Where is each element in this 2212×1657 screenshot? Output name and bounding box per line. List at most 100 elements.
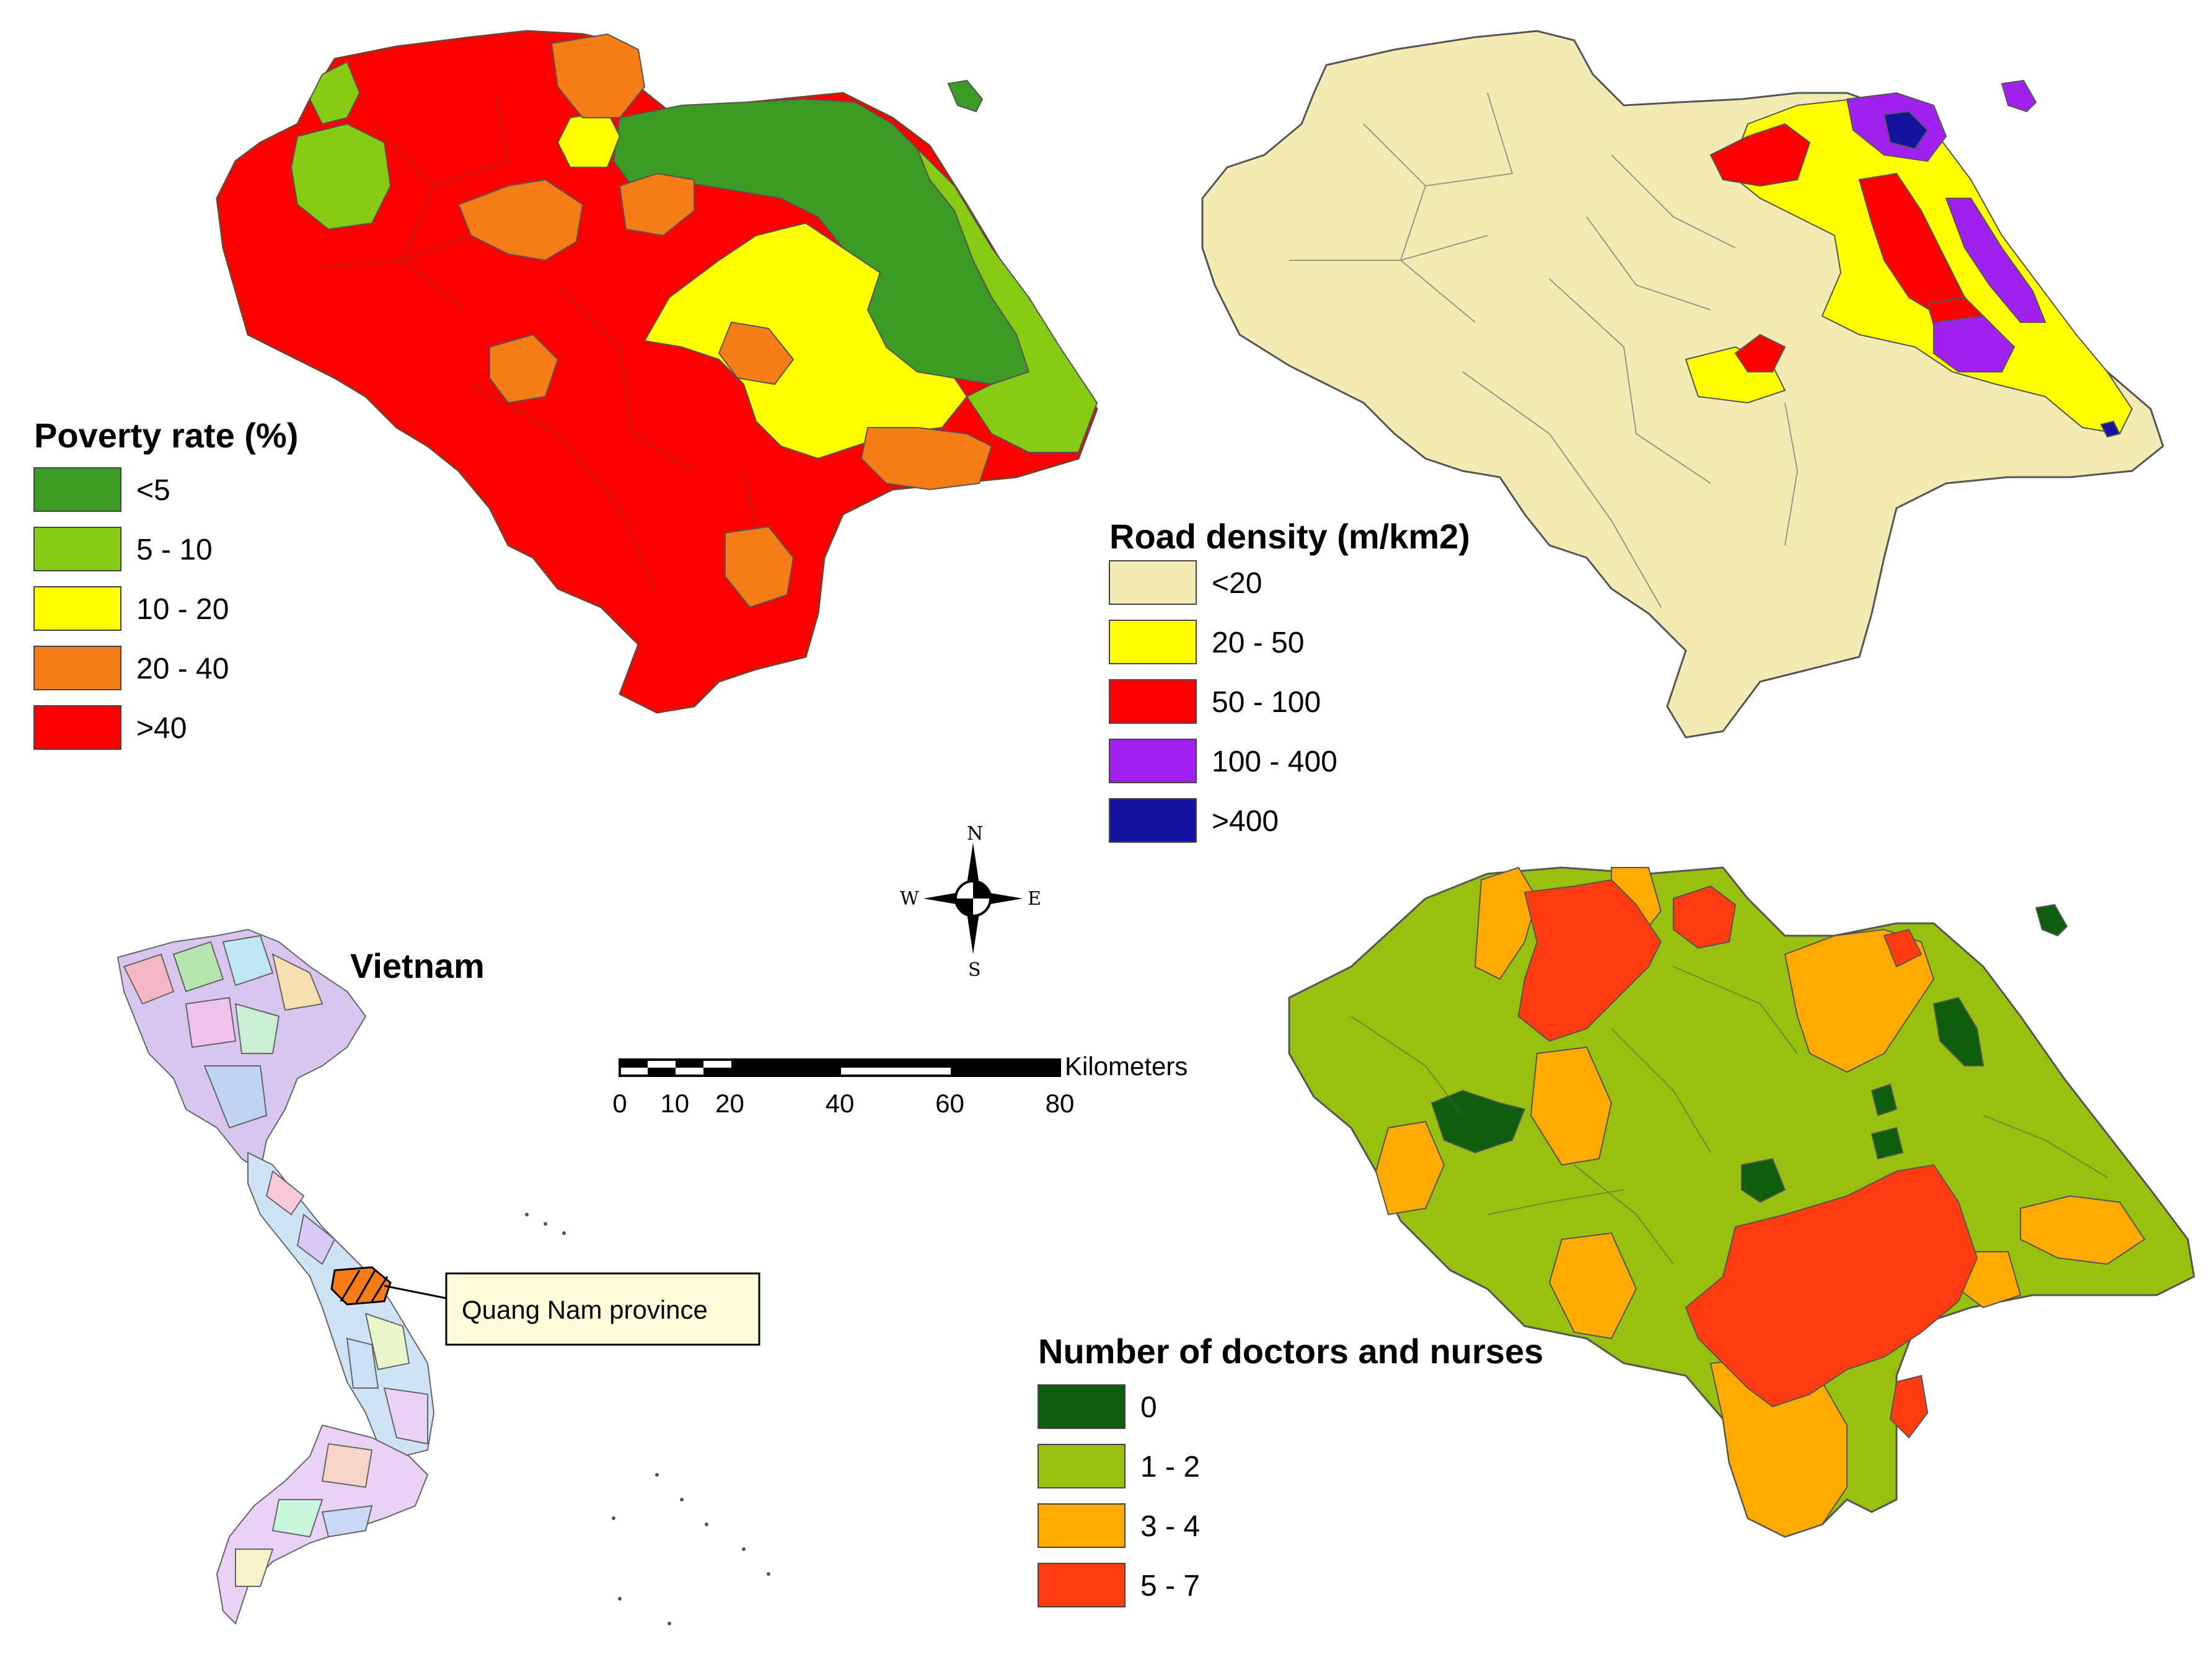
doctors-region-dark-green-e2: [1871, 1083, 1898, 1117]
compass-e-label: E: [1028, 888, 1041, 910]
road-region-red-west: [1734, 333, 1786, 372]
scale-tick-label-3: 40: [826, 1089, 855, 1118]
vietnam-south-p1: [321, 1443, 373, 1488]
vietnam-north-p7: [203, 1065, 268, 1129]
poverty-region-orange-ne: [550, 33, 646, 118]
scale-segment-3: [676, 1060, 703, 1068]
doctors-legend-label-1: 1 - 2: [1140, 1451, 1200, 1483]
doctors-region-dark-green-e3: [1871, 1127, 1904, 1160]
poverty-region-light-green-west: [290, 123, 392, 231]
doctors-region-red-north: [1517, 879, 1662, 1042]
compass-quadrant-3: [956, 899, 973, 916]
doctors-region-orange-w: [1375, 1120, 1445, 1216]
scale-segment-4: [703, 1068, 731, 1076]
vietnam-north-p1: [123, 953, 175, 1005]
road-legend-label-0: <20: [1212, 567, 1262, 600]
doctors-legend-swatch-1: [1038, 1444, 1126, 1488]
poverty-region-dark-green: [612, 98, 1030, 385]
road-legend-swatch-0: [1109, 560, 1197, 605]
compass-s-label: S: [968, 959, 981, 981]
vietnam-central-p4: [346, 1337, 379, 1389]
vietnam-north-p3: [222, 934, 274, 987]
doctors-region-orange-se: [2020, 1195, 2146, 1265]
vietnam-south-p2: [271, 1499, 324, 1538]
doctors-region-red-south: [1685, 1164, 1978, 1408]
doctors-map: [1288, 866, 2195, 1538]
poverty-legend-swatch-2: [33, 586, 121, 631]
road-region-purple-coast: [1945, 198, 2047, 323]
poverty-region-orange-center: [457, 178, 584, 262]
doctors-region-red-ne2: [1883, 928, 1923, 968]
scale-tick-label-2: 20: [715, 1089, 744, 1118]
road-density-map: [1201, 30, 2164, 739]
road-region-red-north: [1709, 123, 1811, 187]
vietnam-central-p1: [265, 1170, 305, 1216]
vietnam-central-p3: [364, 1312, 410, 1371]
vietnam-north-p6: [234, 1003, 280, 1054]
poverty-legend-label-1: 5 - 10: [136, 534, 213, 566]
poverty-region-orange-sw: [489, 333, 559, 404]
inset-islands: [525, 1213, 770, 1625]
road-legend: Road density (m/km2) <20 20 - 50 50 - 100 1…: [1109, 517, 1470, 843]
road-legend-label-2: 50 - 100: [1212, 686, 1321, 719]
road-legend-swatch-4: [1109, 798, 1197, 843]
quang-nam-hatch: [340, 1270, 389, 1303]
inset-title: Vietnam: [350, 946, 485, 985]
doctors-legend: Number of doctors and nurses 0 1 - 2 3 - 4…: [1038, 1332, 1543, 1607]
poverty-region-light-green-nw: [309, 61, 361, 125]
poverty-region-light-green: [917, 148, 1098, 453]
doctors-legend-label-3: 5 - 7: [1140, 1570, 1200, 1602]
scale-tick-label-0: 0: [612, 1089, 627, 1118]
doctors-legend-label-2: 3 - 4: [1140, 1510, 1200, 1543]
scale-tick-label-4: 60: [935, 1089, 964, 1118]
callout-box: [445, 1272, 760, 1346]
doctors-region-red-ne: [1673, 885, 1737, 949]
poverty-legend-swatch-4: [33, 705, 121, 750]
road-legend-label-1: 20 - 50: [1212, 626, 1304, 659]
poverty-legend-swatch-0: [33, 467, 121, 512]
scale-bar: Kilometers 0 10 20 40 60 80: [612, 1052, 1188, 1118]
doctors-region-dark-green-c: [1741, 1158, 1786, 1203]
doctors-region-orange-north: [1474, 866, 1538, 980]
scale-tick-label-5: 80: [1046, 1089, 1075, 1118]
scale-segment-7: [951, 1060, 1060, 1076]
poverty-region-orange-south: [725, 525, 795, 609]
compass-n-label: N: [967, 823, 983, 845]
doctors-legend-swatch-0: [1038, 1384, 1126, 1429]
vietnam-central-p2: [296, 1213, 336, 1265]
poverty-legend-swatch-1: [33, 527, 121, 571]
road-island: [2001, 79, 2037, 113]
poverty-legend-label-3: 20 - 40: [136, 653, 229, 685]
doctors-legend-swatch-3: [1038, 1563, 1126, 1607]
road-legend-label-3: 100 - 400: [1212, 745, 1337, 778]
road-legend-title: Road density (m/km2): [1109, 517, 1470, 556]
poverty-legend-label-4: >40: [136, 712, 187, 745]
scale-segment-5: [731, 1060, 841, 1076]
poverty-region-orange-center-2: [619, 172, 695, 237]
road-region-blue-s: [2100, 420, 2121, 438]
doctors-region-orange-s2: [1548, 1232, 1637, 1340]
poverty-legend-label-2: 10 - 20: [136, 593, 229, 626]
poverty-region-orange-s: [718, 321, 795, 385]
doctors-legend-swatch-2: [1038, 1503, 1126, 1548]
poverty-region-yellow: [643, 222, 968, 460]
scale-segment-1: [620, 1060, 648, 1068]
compass-needle-n: [966, 843, 980, 892]
north-arrow: N S E W: [900, 823, 1041, 981]
poverty-legend-label-0: <5: [136, 474, 170, 507]
poverty-district-lines: [322, 92, 757, 596]
road-district-lines: [1289, 92, 1799, 608]
road-region-blue: [1883, 110, 1929, 150]
callout-text: Quang Nam province: [462, 1295, 708, 1324]
road-legend-swatch-2: [1109, 679, 1197, 724]
compass-needle-s: [966, 905, 980, 954]
doctors-region-dark-green-e: [1932, 996, 1985, 1066]
vietnam-central-p5: [383, 1387, 428, 1445]
poverty-legend-swatch-3: [33, 646, 121, 690]
doctors-region-red-s2: [1889, 1374, 1929, 1439]
doctors-legend-label-0: 0: [1140, 1391, 1157, 1424]
road-legend-swatch-1: [1109, 620, 1197, 664]
poverty-legend: Poverty rate (%) <5 5 - 10 10 - 20 20 - 40 >…: [33, 416, 298, 750]
doctors-region-orange-center-w: [1530, 1046, 1613, 1166]
